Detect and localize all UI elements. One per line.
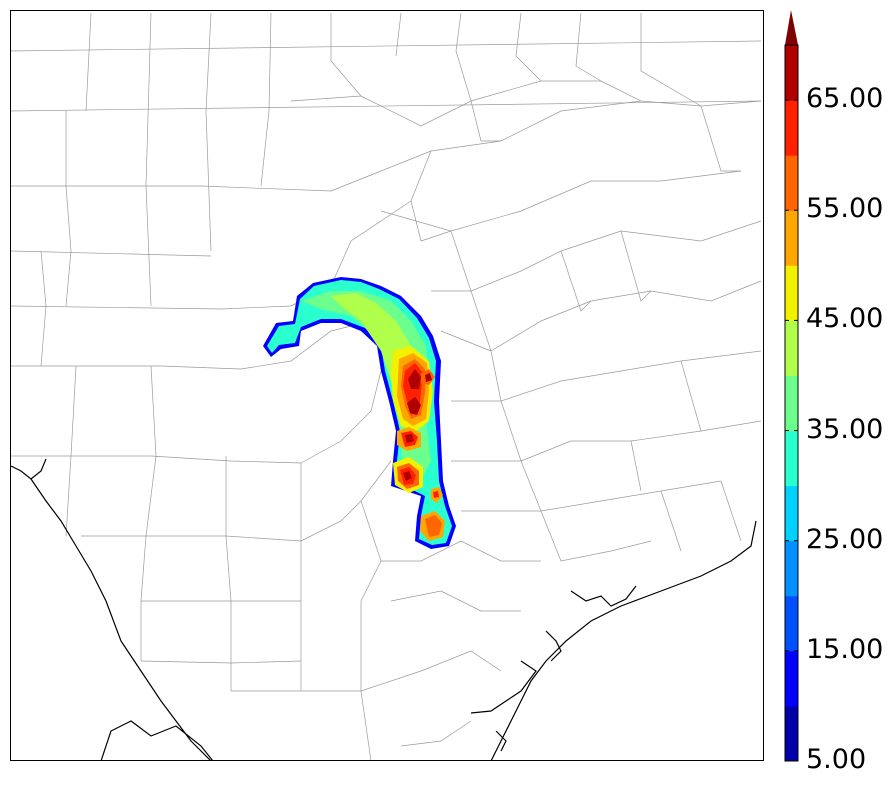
colorbar-tick-label: 65.00	[806, 83, 884, 115]
map-panel	[10, 10, 764, 761]
coastline	[11, 458, 757, 760]
county-boundaries	[11, 12, 762, 760]
colorbar-segment	[785, 705, 798, 762]
colorbar-segment	[785, 485, 798, 542]
colorbar-segment	[785, 100, 798, 156]
colorbar-segment	[785, 595, 798, 652]
map-canvas	[11, 12, 762, 760]
colorbar-extend-arrow	[785, 10, 798, 45]
colorbar-outline	[784, 44, 799, 762]
colorbar-segment	[785, 265, 798, 321]
colorbar-tick-label: 35.00	[806, 413, 884, 445]
colorbar-segment	[785, 45, 798, 101]
colorbar-segment	[785, 650, 798, 707]
colorbar	[784, 10, 799, 762]
colorbar-segment	[785, 210, 798, 266]
colorbar-segment	[785, 320, 798, 376]
colorbar-tick-label: 25.00	[806, 523, 884, 555]
colorbar-tick-label: 15.00	[806, 633, 884, 665]
colorbar-segment	[785, 375, 798, 432]
colorbar-tick-label: 45.00	[806, 303, 884, 335]
colorbar-segment	[785, 430, 798, 487]
precipitation-field	[263, 277, 456, 549]
colorbar-tick-label: 55.00	[806, 193, 884, 225]
colorbar-segment	[785, 155, 798, 211]
colorbar-tick-label: 5.00	[806, 744, 867, 775]
colorbar-segment	[785, 540, 798, 597]
colorbar-segments	[785, 45, 798, 762]
